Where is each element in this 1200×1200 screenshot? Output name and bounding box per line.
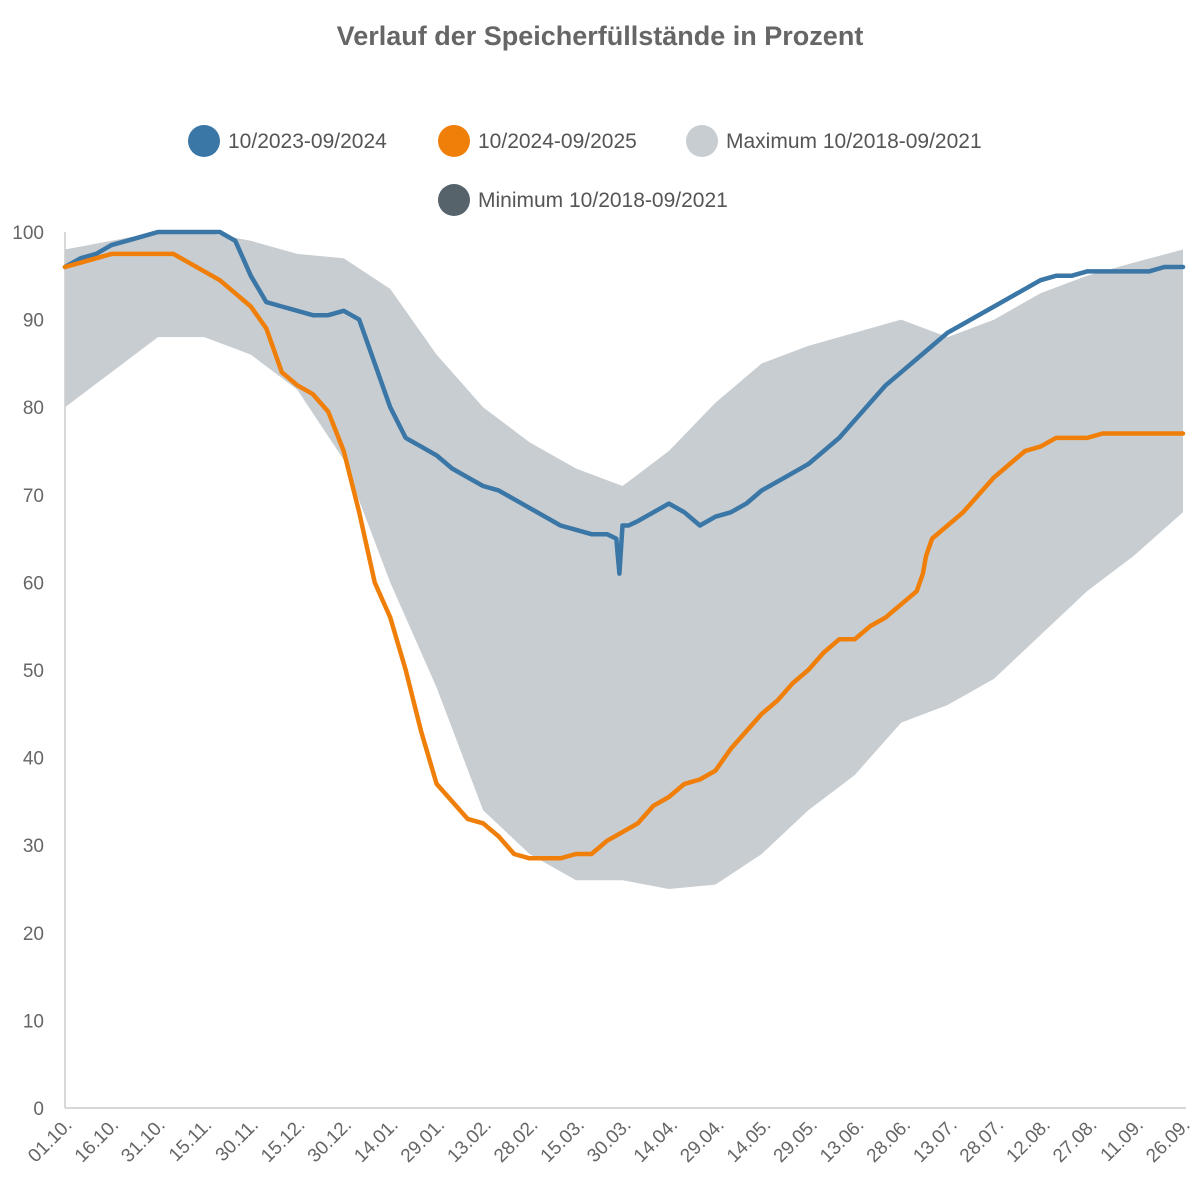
y-tick-label: 90 — [23, 311, 44, 332]
x-axis-ticks: 01.10.16.10.31.10.15.11.30.11.15.12.30.1… — [24, 1115, 1194, 1167]
y-tick-label: 100 — [12, 223, 44, 244]
x-tick-label: 29.05. — [770, 1115, 822, 1167]
legend-label-maximum: Maximum 10/2018-09/2021 — [726, 130, 982, 153]
x-tick-label: 13.07. — [909, 1115, 961, 1167]
x-tick-label: 28.06. — [863, 1115, 915, 1167]
legend-label-minimum: Minimum 10/2018-09/2021 — [478, 189, 728, 212]
legend: 10/2023-09/2024 10/2024-09/2025 Maximum … — [188, 125, 982, 216]
y-tick-label: 10 — [23, 1011, 44, 1032]
x-tick-label: 26.09. — [1142, 1115, 1194, 1167]
plot-area — [62, 229, 1186, 1109]
series-line-2023-2024 — [62, 229, 1186, 576]
legend-swatch-2024 — [438, 125, 470, 157]
x-tick-label: 27.08. — [1049, 1115, 1101, 1167]
y-tick-label: 30 — [23, 836, 44, 857]
y-tick-label: 0 — [33, 1099, 44, 1120]
x-tick-label: 30.12. — [304, 1115, 356, 1167]
series-line-2024-2025 — [62, 251, 1186, 861]
legend-label-2024: 10/2024-09/2025 — [478, 130, 637, 153]
x-tick-label: 29.01. — [397, 1115, 449, 1167]
x-tick-label: 28.07. — [956, 1115, 1008, 1167]
x-tick-label: 15.12. — [257, 1115, 309, 1167]
x-tick-label: 14.04. — [630, 1115, 682, 1167]
y-tick-label: 50 — [23, 661, 44, 682]
x-tick-label: 28.02. — [490, 1115, 542, 1167]
min-max-band — [65, 232, 1183, 889]
legend-swatch-maximum — [686, 125, 718, 157]
x-tick-label: 11.09. — [1097, 1115, 1148, 1166]
legend-swatch-minimum — [438, 184, 470, 216]
x-tick-label: 30.11. — [212, 1115, 263, 1166]
legend-item-minimum[interactable]: Minimum 10/2018-09/2021 — [438, 184, 728, 216]
y-tick-label: 70 — [23, 486, 44, 507]
chart-title: Verlauf der Speicherfüllstände in Prozen… — [337, 21, 864, 51]
legend-swatch-2023 — [188, 125, 220, 157]
x-tick-label: 31.10. — [117, 1115, 169, 1167]
y-tick-label: 20 — [23, 924, 44, 945]
x-tick-label: 16.10. — [71, 1115, 123, 1167]
y-tick-label: 40 — [23, 749, 44, 770]
x-tick-label: 29.04. — [676, 1115, 728, 1167]
legend-item-maximum[interactable]: Maximum 10/2018-09/2021 — [686, 125, 982, 157]
legend-item-2023[interactable]: 10/2023-09/2024 — [188, 125, 387, 157]
x-tick-label: 15.11. — [165, 1115, 216, 1166]
x-tick-label: 13.06. — [816, 1115, 868, 1167]
legend-item-2024[interactable]: 10/2024-09/2025 — [438, 125, 637, 157]
x-tick-label: 01.10. — [24, 1115, 76, 1167]
x-tick-label: 14.01. — [350, 1115, 402, 1167]
x-tick-label: 12.08. — [1003, 1115, 1055, 1167]
x-tick-label: 15.03. — [537, 1115, 589, 1167]
x-tick-label: 30.03. — [583, 1115, 635, 1167]
x-tick-label: 13.02. — [444, 1115, 496, 1167]
y-tick-label: 80 — [23, 398, 44, 419]
y-axis-ticks: 0 10 20 30 40 50 60 70 80 90 100 — [12, 223, 44, 1120]
legend-label-2023: 10/2023-09/2024 — [228, 130, 387, 153]
x-tick-label: 14.05. — [723, 1115, 775, 1167]
y-tick-label: 60 — [23, 573, 44, 594]
